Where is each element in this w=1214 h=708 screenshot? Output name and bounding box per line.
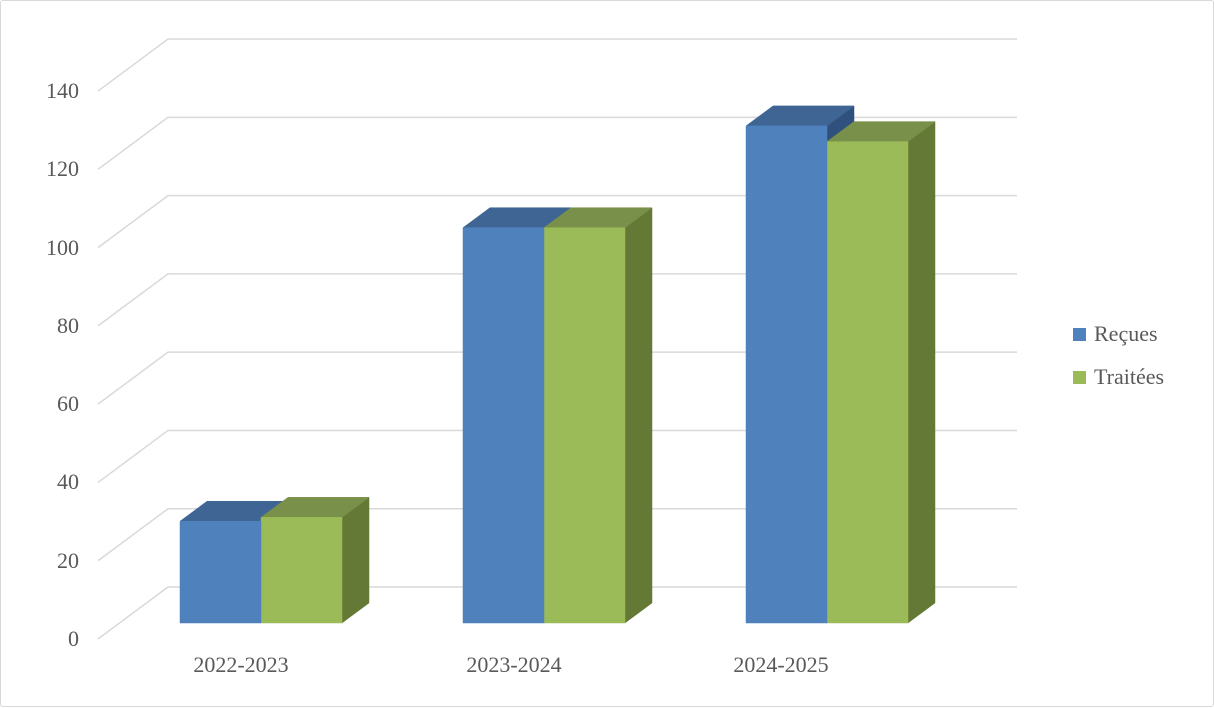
gridline-120 xyxy=(97,116,1017,170)
bar-recues-2022-2023-front xyxy=(179,520,262,624)
bar-traitees-2024-2025-side xyxy=(907,121,936,624)
y-axis-label-0: 0 xyxy=(68,626,79,651)
y-axis-label-40: 40 xyxy=(57,469,79,495)
bar-recues-2024-2025-front xyxy=(745,125,828,624)
bar-series xyxy=(179,105,936,624)
gridline-0 xyxy=(97,586,1017,640)
bar-traitees-2023-2024-side xyxy=(624,207,653,624)
legend-swatch-traitees-icon xyxy=(1073,370,1086,384)
x-axis-label-2023-2024: 2023-2024 xyxy=(466,652,562,677)
gridline-80 xyxy=(97,273,1017,327)
bar-recues-2023-2024-front xyxy=(462,227,545,624)
gridline-60 xyxy=(97,351,1017,405)
bar-traitees-2022-2023-front xyxy=(260,517,343,624)
x-axis-label-2024-2025: 2024-2025 xyxy=(733,652,829,677)
bar-traitees-2022-2023-side xyxy=(341,496,370,624)
gridlines xyxy=(97,38,1017,640)
y-axis-label-20: 20 xyxy=(57,547,79,573)
y-axis-label-140: 140 xyxy=(46,78,79,104)
y-axis-label-120: 120 xyxy=(46,156,79,182)
y-axis-label-100: 100 xyxy=(46,234,79,260)
gridline-20 xyxy=(97,507,1017,562)
legend-label-traitees: Traitées xyxy=(1094,364,1165,389)
x-axis-label-2022-2023: 2022-2023 xyxy=(193,652,289,677)
y-axis-label-80: 80 xyxy=(57,312,79,338)
y-axis-label-60: 60 xyxy=(57,391,79,417)
gridline-100 xyxy=(97,194,1017,249)
bar-traitees-2024-2025-front xyxy=(826,141,909,624)
legend-item-recues: Reçues xyxy=(1073,321,1164,347)
bar-traitees-2023-2024-front xyxy=(543,227,626,624)
legend-label-recues: Reçues xyxy=(1094,321,1158,346)
gridline-40 xyxy=(97,429,1017,484)
gridline-140 xyxy=(97,38,1017,92)
legend: Reçues Traitées xyxy=(1073,321,1164,407)
legend-swatch-recues-icon xyxy=(1073,327,1086,341)
legend-item-traitees: Traitées xyxy=(1073,364,1164,390)
